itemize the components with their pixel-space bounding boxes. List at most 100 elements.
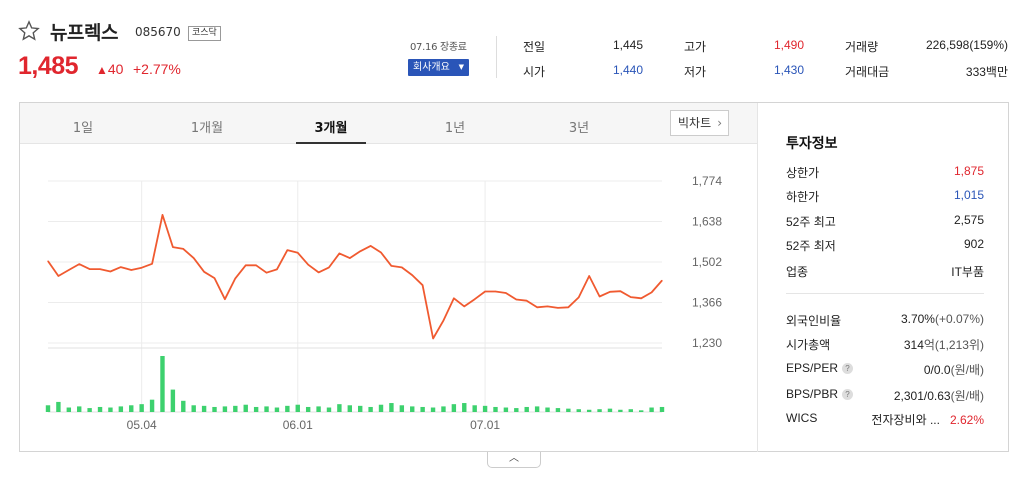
volume-bar: [243, 404, 248, 412]
collapse-button[interactable]: ︿: [487, 452, 541, 468]
volume-bar: [566, 408, 571, 412]
invest-info-label-text: 52주 최저: [786, 239, 836, 253]
invest-info-row: 상한가 1,875: [786, 164, 984, 180]
volume-bar: [358, 405, 363, 412]
quote-value: 1,440: [612, 63, 643, 77]
price-point: [47, 260, 49, 262]
invest-info-label-text: 하한가: [786, 190, 820, 204]
tab-period[interactable]: 1개월: [190, 121, 224, 136]
y-tick-label: 1,638: [692, 215, 722, 229]
y-tick-label: 1,366: [692, 296, 722, 310]
volume-bar: [118, 406, 124, 412]
price-point: [57, 275, 60, 277]
volume-bar: [139, 404, 144, 412]
invest-info-value-text: 902: [963, 237, 984, 251]
invest-info-label: 52주 최고: [786, 213, 836, 230]
quote-value: 333백만: [965, 65, 1008, 79]
volume-bar: [108, 407, 113, 412]
volume-bar: [201, 405, 207, 412]
invest-info-value-text: 1,015: [953, 188, 984, 202]
volume-bar: [597, 409, 602, 412]
invest-info-label: 52주 최저: [786, 237, 836, 254]
invest-info-value: 2,301/0.63(원/배): [894, 387, 984, 404]
price-point: [567, 306, 569, 308]
quote-label: 고가: [684, 40, 707, 54]
volume-bar: [77, 406, 82, 412]
volume-bar: [56, 401, 61, 412]
price-change: ▲40: [96, 61, 123, 77]
volume-bar: [462, 403, 467, 412]
invest-info-row: 시가총액 314억(1,213위): [786, 336, 984, 352]
volume-bar: [191, 405, 196, 412]
price-point: [370, 245, 372, 247]
volume-bar: [451, 404, 457, 412]
tab-period[interactable]: 3개월: [314, 121, 348, 136]
tab-period[interactable]: 1일: [72, 121, 94, 136]
price-point: [317, 271, 320, 274]
price-point: [661, 279, 663, 282]
volume-bar: [326, 407, 332, 412]
star-icon[interactable]: [18, 20, 40, 42]
help-icon[interactable]: ?: [842, 389, 854, 400]
volume-bar: [337, 404, 342, 412]
volume-bar: [399, 405, 405, 412]
volume-bar: [493, 406, 498, 412]
price-point: [432, 337, 434, 340]
invest-info-label: BPS/PBR?: [786, 387, 854, 401]
invest-info-label: 업종: [786, 263, 808, 280]
price-point: [68, 269, 70, 271]
tab-period[interactable]: 3년: [568, 121, 590, 136]
price-point: [328, 266, 330, 268]
price-point: [99, 268, 101, 270]
price-point: [474, 298, 476, 300]
volume-bar: [66, 407, 72, 412]
volume-bar: [659, 406, 665, 412]
change-amount: 40: [107, 61, 124, 77]
invest-info-row: EPS/PER? 0/0.0(원/배): [786, 361, 984, 377]
invest-info-value: 1,875: [954, 164, 984, 178]
invest-info-label: EPS/PER?: [786, 361, 854, 375]
x-tick-label: 05.04: [127, 418, 157, 432]
price-point: [78, 263, 80, 265]
bigchart-label: 빅차트: [678, 116, 712, 130]
price-point: [442, 319, 445, 321]
volume-bar: [441, 406, 446, 412]
price-point: [161, 214, 164, 216]
bigchart-button[interactable]: 빅차트 ›: [670, 110, 729, 136]
price-point: [286, 249, 288, 251]
price-point: [307, 264, 309, 266]
invest-info-value: 0/0.0(원/배): [924, 361, 984, 378]
invest-info-row: WICS 전자장비와 ... 2.62%: [786, 411, 984, 427]
price-point: [276, 268, 278, 271]
stock-code: 085670: [135, 25, 181, 39]
quote-label: 거래대금: [845, 65, 890, 79]
volume-bar: [264, 406, 269, 412]
volume-bar: [97, 406, 103, 412]
price-point: [546, 305, 549, 307]
volume-bar: [87, 408, 92, 412]
volume-bar: [420, 406, 425, 412]
invest-info-label: 하한가: [786, 188, 819, 205]
quote-value: 226,598(159%): [925, 38, 1008, 52]
invest-info-row: 외국인비율 3.70%(+0.07%): [786, 312, 984, 328]
invest-info-label-text: 52주 최고: [786, 215, 836, 229]
volume-bar: [545, 407, 550, 412]
invest-info-extra: 2.62%: [949, 413, 984, 427]
volume-bar: [472, 405, 477, 412]
volume-bar: [534, 406, 540, 412]
help-icon[interactable]: ?: [842, 363, 854, 374]
company-overview-button[interactable]: 회사개요 ▼: [408, 59, 469, 76]
price-point: [390, 265, 393, 267]
invest-info-value: 2,575: [954, 213, 984, 227]
price-point: [640, 297, 642, 299]
invest-info-row: 52주 최고 2,575: [786, 213, 984, 229]
volume-bar: [295, 404, 300, 412]
x-tick-label: 06.01: [283, 418, 313, 432]
tab-period[interactable]: 1년: [444, 121, 466, 136]
volume-bar: [149, 399, 155, 412]
chart-panel: 1일 1개월 3개월 1년 3년 빅차트 › 1,774 1,638 1,502 1,366 1…: [19, 102, 1009, 452]
caret-down-icon: ▼: [458, 63, 464, 71]
price-point: [151, 263, 153, 265]
invest-info-value-text: 314: [903, 338, 924, 352]
invest-info-value: 3.70%(+0.07%): [901, 312, 984, 326]
